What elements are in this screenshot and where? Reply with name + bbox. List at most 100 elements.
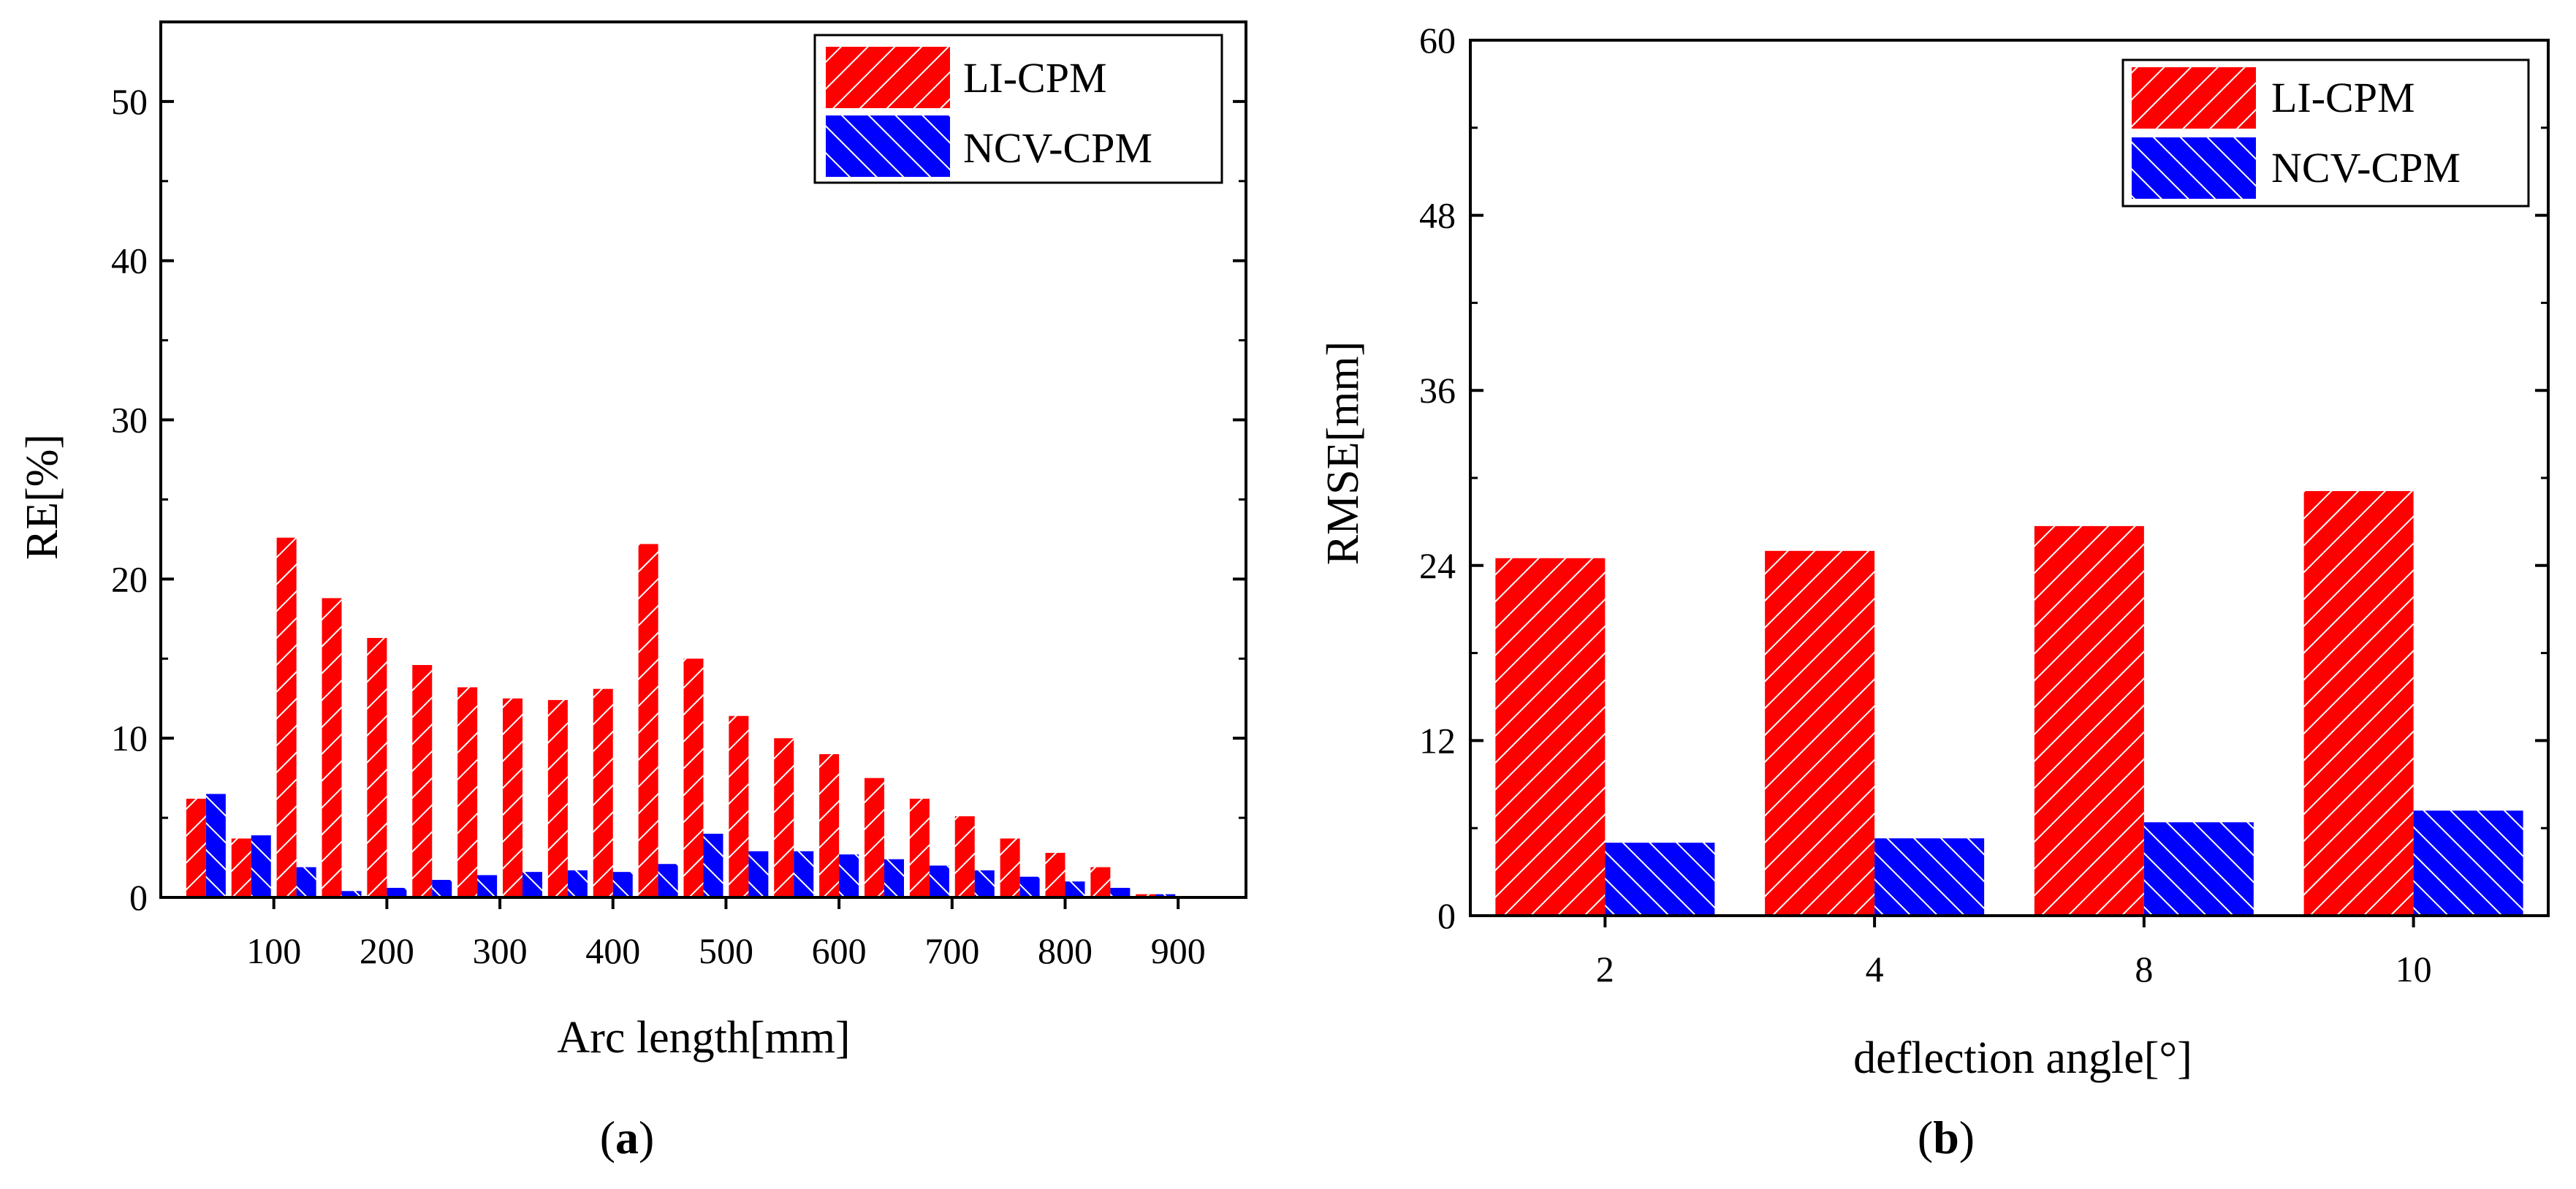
panel-a-bars [186,537,1176,897]
bar-b-ncv-cpm-0 [1605,843,1715,916]
x-tick-label-b-2: 8 [2135,949,2153,989]
bar-a-ncv-cpm-2 [296,867,316,897]
bar-a-ncv-cpm-18 [1019,876,1040,897]
bar-a-ncv-cpm-10 [658,864,678,897]
y-tick-label-b-3: 36 [1419,370,1456,411]
bar-a-li-cpm-3 [322,598,342,897]
panel-a-y-label: RE[%] [18,434,67,560]
bar-a-li-cpm-21 [1136,894,1156,897]
y-tick-label-a-1: 10 [111,718,148,759]
panel-a-legend-label-ncv-cpm: NCV-CPM [963,124,1152,172]
bar-b-li-cpm-2 [2034,525,2144,916]
bar-b-li-cpm-0 [1495,558,1606,916]
bar-a-li-cpm-16 [909,798,930,897]
x-tick-label-b-1: 4 [1866,949,1884,989]
bar-a-li-cpm-10 [638,544,658,897]
bar-a-li-cpm-18 [1000,838,1020,897]
bar-a-li-cpm-7 [503,698,523,897]
panel-a-caption: (a) [600,1112,655,1163]
y-tick-label-a-4: 40 [111,240,148,281]
bar-a-li-cpm-15 [865,778,884,897]
bar-a-ncv-cpm-12 [748,851,769,897]
y-tick-label-a-5: 50 [111,81,148,122]
bar-a-ncv-cpm-13 [794,851,814,897]
panel-b-frame [1469,39,2550,917]
bar-a-li-cpm-0 [186,798,206,897]
bar-a-ncv-cpm-16 [929,865,949,897]
bar-b-li-cpm-3 [2303,490,2414,916]
bar-b-ncv-cpm-3 [2413,810,2523,916]
bar-a-li-cpm-4 [367,637,387,897]
bar-a-li-cpm-19 [1045,853,1065,897]
x-tick-label-b-3: 10 [2395,949,2432,989]
panel-b-legend-label-ncv-cpm: NCV-CPM [2271,144,2461,191]
bar-b-ncv-cpm-2 [2143,822,2254,916]
bar-a-ncv-cpm-19 [1065,881,1085,897]
panel-a-legend-swatch-ncv-cpm [826,115,950,177]
bar-a-ncv-cpm-8 [567,870,588,897]
panel-a-x-axis: 100 200 300 400 500 600 700 800 900 [246,897,1206,971]
y-tick-label-b-5: 60 [1419,20,1456,61]
bar-a-ncv-cpm-14 [839,854,859,897]
bar-a-ncv-cpm-9 [612,872,633,897]
bar-b-li-cpm-1 [1765,550,1875,916]
bar-a-ncv-cpm-20 [1110,887,1131,897]
bar-a-li-cpm-17 [954,816,975,897]
bar-a-li-cpm-12 [729,715,749,897]
bar-a-ncv-cpm-0 [205,794,226,897]
bar-a-li-cpm-6 [457,687,478,897]
panel-b-legend-label-li-cpm: LI-CPM [2271,74,2415,121]
x-tick-label-a-7: 800 [1038,930,1093,971]
x-tick-label-a-2: 300 [473,930,528,971]
bar-a-li-cpm-2 [276,537,297,897]
x-tick-label-a-5: 600 [812,930,867,971]
y-tick-label-b-0: 0 [1437,895,1456,936]
panel-b-legend-swatch-ncv-cpm [2132,137,2256,199]
bar-a-ncv-cpm-3 [341,891,362,897]
x-tick-label-a-0: 100 [246,930,301,971]
x-tick-label-a-3: 400 [585,930,640,971]
bar-a-ncv-cpm-17 [974,870,995,897]
y-tick-label-a-2: 20 [111,558,148,599]
panel-b-caption: (b) [1918,1112,1975,1163]
panel-b-bars [1495,490,2523,916]
panel-a-frame [159,20,1247,899]
x-tick-label-a-8: 900 [1151,930,1206,971]
x-tick-label-b-0: 2 [1596,949,1614,989]
panel-b-legend: LI-CPM NCV-CPM [2121,58,2530,208]
y-tick-label-a-3: 30 [111,400,148,441]
panel-a-x-label: Arc length[mm] [557,1013,850,1063]
x-tick-label-a-1: 200 [360,930,414,971]
bar-a-ncv-cpm-1 [251,835,271,897]
panel-b-x-label: deflection angle[°] [1853,1033,2192,1083]
bar-a-li-cpm-14 [819,753,840,897]
bar-a-ncv-cpm-4 [387,887,407,897]
bar-a-ncv-cpm-15 [884,859,904,897]
x-tick-label-a-4: 500 [699,930,753,971]
panel-a-legend-swatch-li-cpm [826,47,950,108]
panel-b-y-label: RMSE[mm] [1318,341,1368,566]
bar-b-ncv-cpm-1 [1874,838,1985,916]
bar-a-li-cpm-1 [231,838,251,897]
bar-a-li-cpm-9 [593,688,613,897]
bar-a-ncv-cpm-5 [432,880,452,897]
bar-a-ncv-cpm-7 [523,872,542,897]
bar-a-li-cpm-20 [1090,867,1111,897]
panel-a-y-axis: 0 10 20 30 40 50 [111,81,1246,918]
y-tick-label-b-1: 12 [1419,720,1456,761]
panel-a-legend-label-li-cpm: LI-CPM [963,54,1107,102]
y-tick-label-a-0: 0 [129,877,148,918]
y-tick-label-b-2: 24 [1419,545,1456,586]
y-tick-label-b-4: 48 [1419,195,1456,236]
bar-a-li-cpm-13 [774,738,794,897]
bar-a-li-cpm-8 [547,699,568,897]
x-tick-label-a-6: 700 [924,930,979,971]
bar-a-li-cpm-11 [683,658,704,897]
bar-a-ncv-cpm-21 [1155,894,1176,897]
bar-a-ncv-cpm-6 [477,875,498,897]
panel-a-legend: LI-CPM NCV-CPM [813,34,1223,184]
panel-b-legend-swatch-li-cpm [2132,67,2256,129]
